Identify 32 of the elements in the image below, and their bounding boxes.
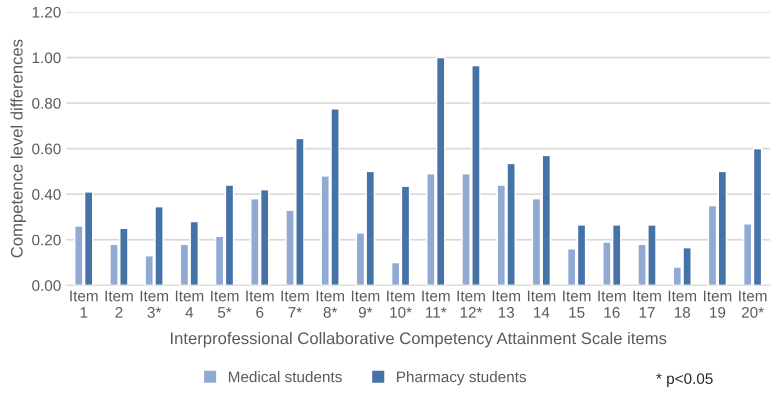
x-tick-label: Item 2 xyxy=(105,290,133,318)
y-tick-label: 0.20 xyxy=(32,234,61,246)
x-tick-label: Item 15 xyxy=(563,290,590,318)
x-tick-label: Item 11* xyxy=(422,290,450,318)
y-tick-label: 1.00 xyxy=(32,52,61,64)
x-axis-title: Interprofessional Collaborative Competency Attainment Scale items xyxy=(170,332,666,348)
x-tick-label: Item 8* xyxy=(316,290,344,318)
x-tick-label: Item 20* xyxy=(739,290,766,318)
legend-label: Medical students xyxy=(228,371,342,382)
x-tick-label: Item 5* xyxy=(211,290,238,318)
y-tick-label: 1.20 xyxy=(32,6,61,18)
x-tick-label: Item 10* xyxy=(387,290,414,318)
text: * p<0.05 xyxy=(656,373,713,388)
x-tick-label: Item 16 xyxy=(598,290,626,318)
x-tick-label: Item 17 xyxy=(634,290,661,318)
x-tick-label: Item 18 xyxy=(668,290,696,318)
x-tick-label: Item 3* xyxy=(140,290,168,318)
x-tick-label: Item 9* xyxy=(352,290,380,318)
y-tick-label: 0.60 xyxy=(32,143,61,154)
y-tick-label: 0.80 xyxy=(32,98,61,109)
y-tick-label: 0.00 xyxy=(32,280,61,291)
y-tick-label: 0.40 xyxy=(32,189,61,200)
x-tick-label: Item 6 xyxy=(246,290,274,318)
x-tick-label: Item 7* xyxy=(282,290,309,318)
x-tick-label: Item 4 xyxy=(176,290,204,318)
x-tick-label: Item 12* xyxy=(458,290,485,318)
x-tick-label: Item 19 xyxy=(704,290,732,318)
legend-label: Pharmacy students xyxy=(397,371,526,386)
x-tick-label: Item 14 xyxy=(528,290,556,318)
y-axis-title: Competence level differences xyxy=(10,40,26,258)
x-tick-label: Item 13 xyxy=(492,290,520,318)
x-tick-label: Item 1 xyxy=(70,290,98,318)
